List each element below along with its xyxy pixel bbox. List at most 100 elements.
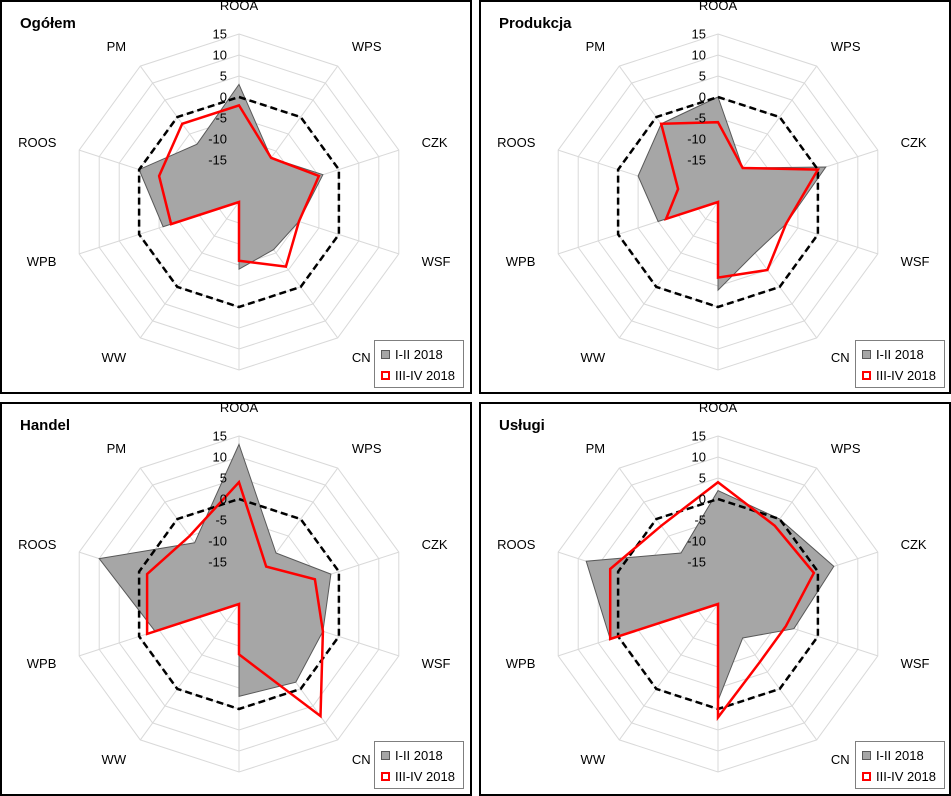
radar-panel-ogolem: 15 10 5 0 -5 -10 -15 ROOA WPS CZK WSF CN WOSF WW WPB RO…	[0, 0, 472, 394]
axis-label-wosf: WOSF	[220, 793, 259, 796]
axis-label-roos: ROOS	[497, 537, 536, 552]
radar-chart-handel: 15 10 5 0 -5 -10 -15 ROOA WPS CZK WSF CN WOSF WW WPB RO…	[18, 404, 451, 796]
axis-label-rooa: ROOA	[699, 2, 738, 13]
radar-chart-ogolem: 15 10 5 0 -5 -10 -15 ROOA WPS CZK WSF CN WOSF WW WPB RO…	[18, 2, 451, 394]
panel-title: Handel	[20, 417, 71, 434]
legend: I-II 2018 III-IV 2018	[374, 741, 464, 789]
tick-label: -10	[208, 132, 227, 147]
axis-label-roos: ROOS	[497, 135, 536, 150]
legend-item-series-2: III-IV 2018	[862, 366, 936, 384]
radar-chart-uslugi: 15 10 5 0 -5 -10 -15 ROOA WPS CZK WSF CN WOSF WW WPB RO…	[497, 404, 930, 794]
axis-label-pm: PM	[107, 441, 127, 456]
tick-label: 15	[692, 429, 706, 444]
axis-label-wpb: WPB	[27, 254, 57, 269]
axis-label-czk: CZK	[901, 135, 927, 150]
series-red-line	[157, 103, 321, 268]
series-reference-dashed	[616, 95, 820, 309]
axis-label-wpb: WPB	[27, 656, 57, 671]
radar-panel-produkcja: 15 10 5 0 -5 -10 -15 ROOA WPS CZK WSF CN WOSF WW WPB RO…	[479, 0, 951, 394]
legend-item-series-1: I-II 2018	[862, 746, 924, 764]
series-grey-area	[585, 489, 835, 701]
legend-swatch-red	[381, 370, 390, 380]
legend-swatch-grey	[381, 750, 390, 760]
axis-label-czk: CZK	[422, 537, 448, 552]
tick-label: 0	[220, 492, 227, 507]
tick-label: 10	[213, 450, 227, 465]
tick-label: 10	[213, 48, 227, 63]
axis-label-wps: WPS	[352, 441, 382, 456]
legend-swatch-red	[862, 771, 871, 781]
panel-title: Produkcja	[499, 15, 572, 32]
axis-label-roos: ROOS	[18, 135, 57, 150]
radar-chart-produkcja: 15 10 5 0 -5 -10 -15 ROOA WPS CZK WSF CN WOSF WW WPB RO…	[497, 2, 929, 394]
tick-label: -15	[208, 153, 227, 168]
spoke	[618, 201, 719, 339]
tick-label: -15	[687, 153, 706, 168]
spoke	[139, 201, 240, 339]
legend: I-II 2018 III-IV 2018	[855, 741, 945, 789]
tick-label: -5	[215, 513, 227, 528]
axis-label-wosf: WOSF	[220, 391, 259, 394]
spoke	[139, 603, 240, 741]
axis-label-ww: WW	[581, 350, 606, 365]
axis-label-cn: CN	[352, 752, 371, 767]
axis-label-ww: WW	[102, 350, 127, 365]
radar-panel-handel: 15 10 5 0 -5 -10 -15 ROOA WPS CZK WSF CN WOSF WW WPB RO…	[0, 402, 472, 796]
tick-label: 5	[699, 471, 706, 486]
series-red-line	[145, 479, 325, 719]
radar-panel-uslugi: 15 10 5 0 -5 -10 -15 ROOA WPS CZK WSF CN WOSF WW WPB RO…	[479, 402, 951, 796]
tick-label: 5	[699, 69, 706, 84]
axis-label-wosf: WOSF	[699, 391, 738, 394]
legend-label: III-IV 2018	[395, 768, 455, 784]
axis-label-pm: PM	[107, 39, 127, 54]
axis-label-wps: WPS	[831, 441, 861, 456]
series-grey-area	[98, 443, 332, 698]
axis-label-czk: CZK	[422, 135, 448, 150]
legend-label: I-II 2018	[876, 747, 924, 763]
spoke	[618, 603, 719, 741]
legend-label: III-IV 2018	[876, 367, 936, 383]
axis-label-pm: PM	[586, 441, 606, 456]
tick-label: -5	[694, 111, 706, 126]
series-red-line	[608, 480, 816, 722]
axis-label-wsf: WSF	[422, 656, 451, 671]
axis-label-rooa: ROOA	[699, 404, 738, 415]
axis-label-wps: WPS	[352, 39, 382, 54]
legend-swatch-grey	[862, 750, 871, 760]
axis-label-roos: ROOS	[18, 537, 57, 552]
legend-swatch-grey	[381, 349, 390, 359]
legend-swatch-grey	[862, 349, 871, 359]
tick-label: -5	[215, 111, 227, 126]
panel-title: Ogółem	[20, 15, 76, 32]
tick-label: 5	[220, 69, 227, 84]
axis-label-cn: CN	[352, 350, 371, 365]
legend: I-II 2018 III-IV 2018	[374, 340, 464, 388]
legend-item-series-2: III-IV 2018	[862, 767, 936, 785]
series-reference-dashed	[137, 95, 341, 309]
axis-label-wsf: WSF	[422, 254, 451, 269]
tick-label: 10	[692, 48, 706, 63]
legend-swatch-red	[862, 370, 871, 380]
legend-item-series-1: I-II 2018	[381, 345, 443, 363]
axis-label-wsf: WSF	[901, 656, 930, 671]
tick-label: 15	[692, 27, 706, 42]
axis-label-cn: CN	[831, 350, 850, 365]
tick-label: -10	[687, 132, 706, 147]
tick-label: -15	[687, 555, 706, 570]
legend-label: I-II 2018	[395, 747, 443, 763]
tick-label: 15	[213, 27, 227, 42]
axis-label-rooa: ROOA	[220, 404, 259, 415]
axis-label-wpb: WPB	[506, 656, 536, 671]
series-reference-dashed	[137, 497, 341, 711]
legend: I-II 2018 III-IV 2018	[855, 340, 945, 388]
legend-item-series-2: III-IV 2018	[381, 366, 455, 384]
legend-item-series-1: I-II 2018	[862, 345, 924, 363]
tick-label: -10	[208, 534, 227, 549]
tick-label: -5	[694, 513, 706, 528]
legend-label: III-IV 2018	[395, 367, 455, 383]
tick-label: 0	[699, 90, 706, 105]
legend-label: I-II 2018	[876, 346, 924, 362]
legend-swatch-red	[381, 771, 390, 781]
legend-item-series-2: III-IV 2018	[381, 767, 455, 785]
